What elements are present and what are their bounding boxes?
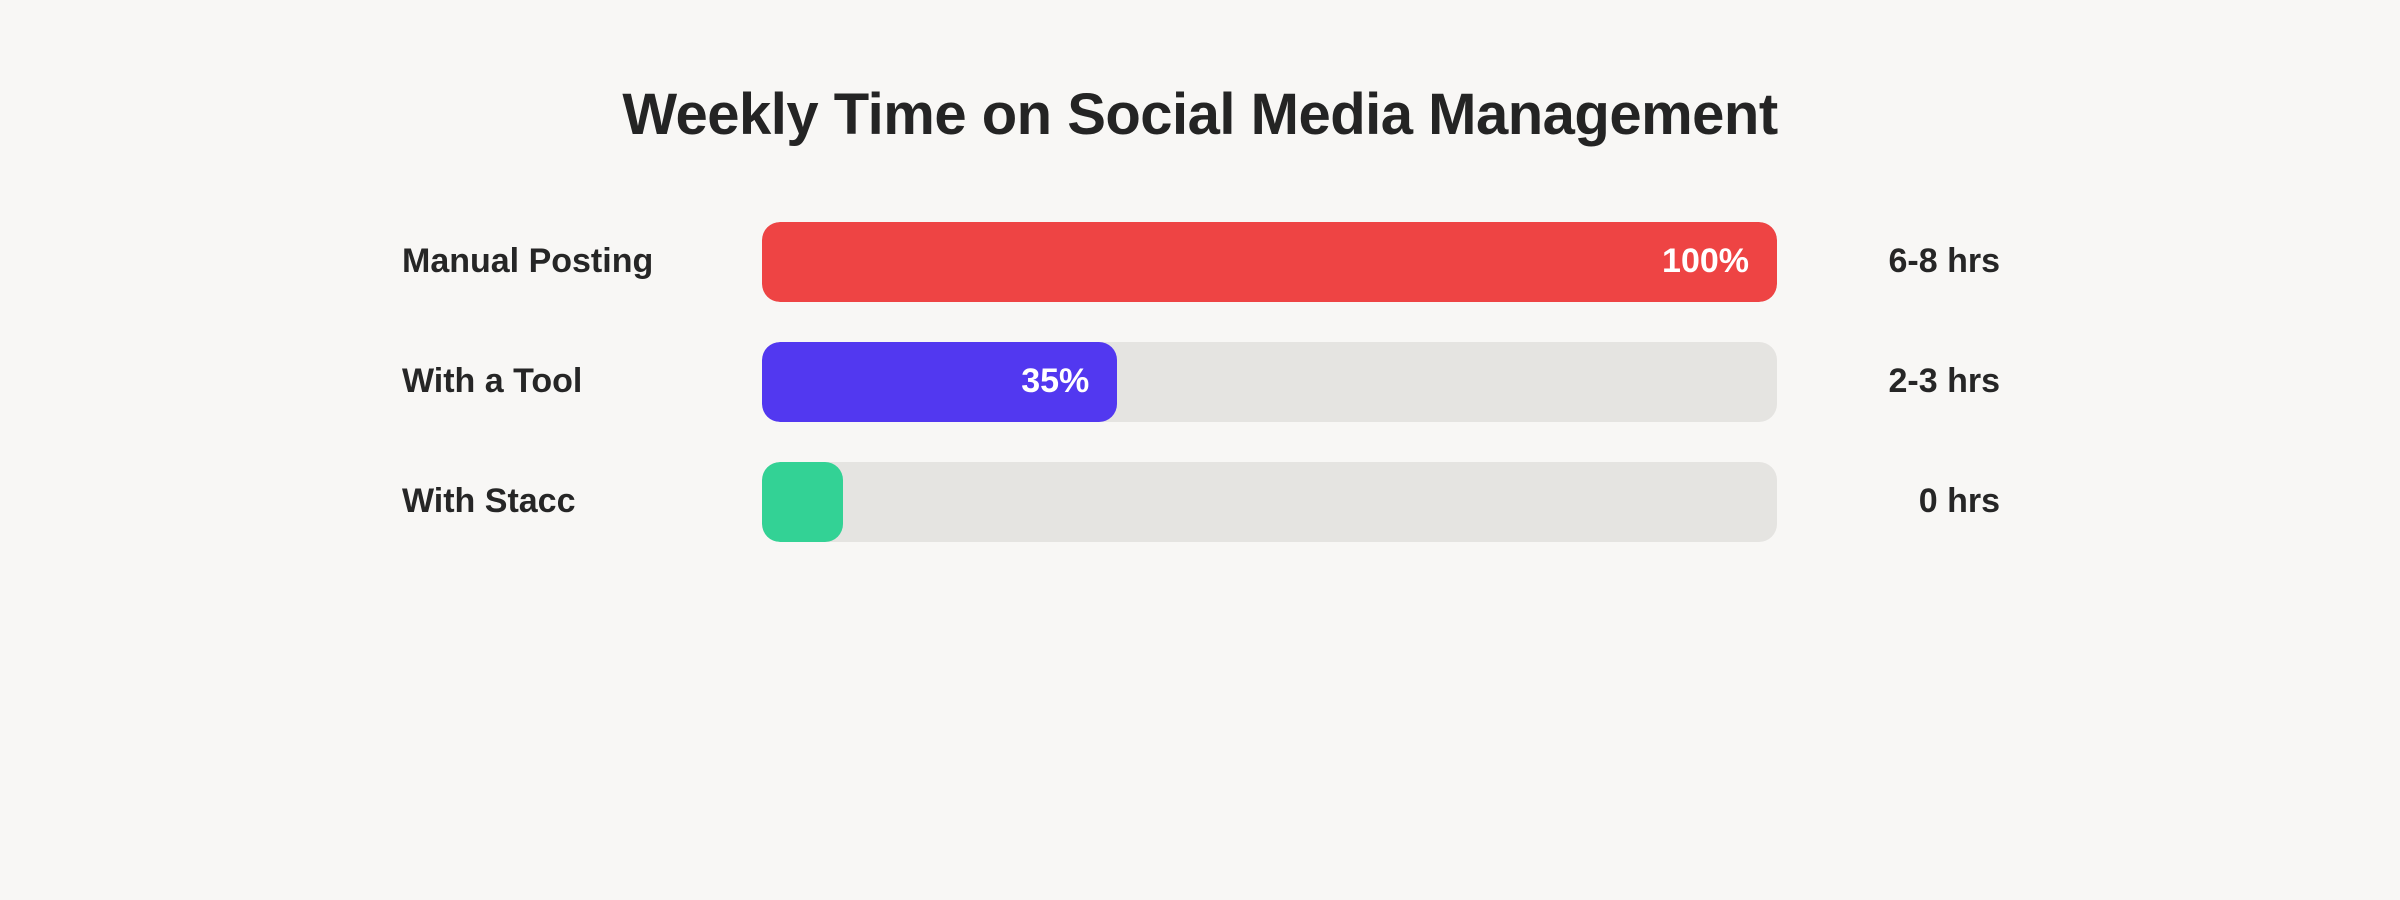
chart-title: Weekly Time on Social Media Management (622, 82, 1778, 147)
row-hours-label: 0 hrs (1918, 482, 2000, 521)
row-hours-label: 2-3 hrs (1888, 362, 2001, 401)
bar-track: 35% (762, 341, 1777, 422)
row-label: Manual Posting (402, 242, 654, 281)
chart-row-with-stacc: With Stacc 0 hrs (402, 461, 2000, 542)
row-label: With a Tool (402, 362, 583, 401)
bar-fill: 35% (762, 341, 1118, 422)
chart-row-manual-posting: Manual Posting 100% 6-8 hrs (402, 221, 2001, 302)
bar-fill: 100% (762, 221, 1777, 302)
bar-track (762, 461, 1777, 542)
chart-row-with-a-tool: With a Tool 35% 2-3 hrs (402, 341, 2001, 422)
bar-track: 100% (762, 221, 1777, 302)
bar-value-label: 100% (1662, 242, 1749, 281)
row-hours-label: 6-8 hrs (1888, 242, 2001, 281)
bar-chart: Manual Posting 100% 6-8 hrs With a Tool … (0, 221, 2001, 542)
row-label: With Stacc (402, 482, 576, 521)
bar-fill (762, 461, 844, 542)
bar-value-label: 35% (1021, 362, 1090, 401)
